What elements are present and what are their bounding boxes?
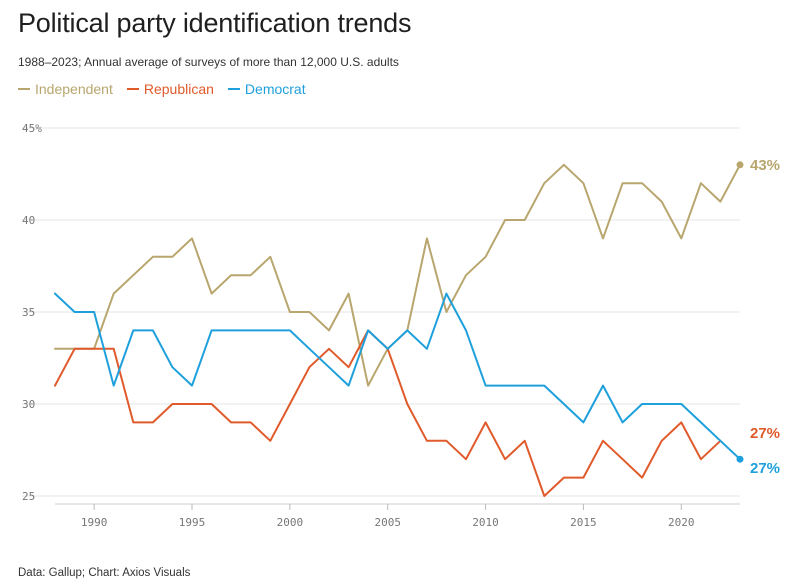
y-tick-label-40: 40 xyxy=(22,214,35,227)
x-tick-label-1990: 1990 xyxy=(81,516,108,529)
x-tick-label-2015: 2015 xyxy=(570,516,597,529)
series-line-democrat xyxy=(54,292,741,461)
y-tick-label-25: 25 xyxy=(22,490,35,503)
legend-swatch-democrat xyxy=(227,88,240,90)
legend: Independent Republican Democrat xyxy=(18,81,306,97)
end-label-republican: 27% xyxy=(750,425,780,442)
end-label-democrat: 27% xyxy=(750,460,780,477)
y-tick-label-45: 45% xyxy=(22,122,42,135)
legend-item-democrat: Democrat xyxy=(227,81,306,97)
legend-item-republican: Republican xyxy=(126,81,214,97)
chart-subtitle: 1988–2023; Annual average of surveys of … xyxy=(18,55,399,69)
legend-swatch-independent xyxy=(18,88,30,90)
x-tick-label-2005: 2005 xyxy=(374,516,401,529)
end-marker-democrat xyxy=(736,455,744,463)
x-tick-label-1995: 1995 xyxy=(179,516,206,529)
series-line-republican xyxy=(54,329,722,497)
chart-title: Political party identification trends xyxy=(18,8,412,38)
legend-label-independent: Independent xyxy=(35,81,113,97)
legend-swatch-republican xyxy=(126,88,139,90)
end-marker-independent xyxy=(736,161,744,169)
x-tick-label-2010: 2010 xyxy=(472,516,499,529)
y-tick-label-30: 30 xyxy=(22,398,35,411)
legend-label-democrat: Democrat xyxy=(244,81,306,97)
y-tick-label-35: 35 xyxy=(22,306,35,319)
end-label-independent: 43% xyxy=(750,157,780,174)
legend-label-republican: Republican xyxy=(143,81,214,97)
series-line-independent xyxy=(54,163,741,387)
x-tick-label-2020: 2020 xyxy=(668,516,695,529)
chart-source: Data: Gallup; Chart: Axios Visuals xyxy=(18,567,191,579)
x-tick-label-2000: 2000 xyxy=(277,516,304,529)
legend-item-independent: Independent xyxy=(18,81,113,97)
